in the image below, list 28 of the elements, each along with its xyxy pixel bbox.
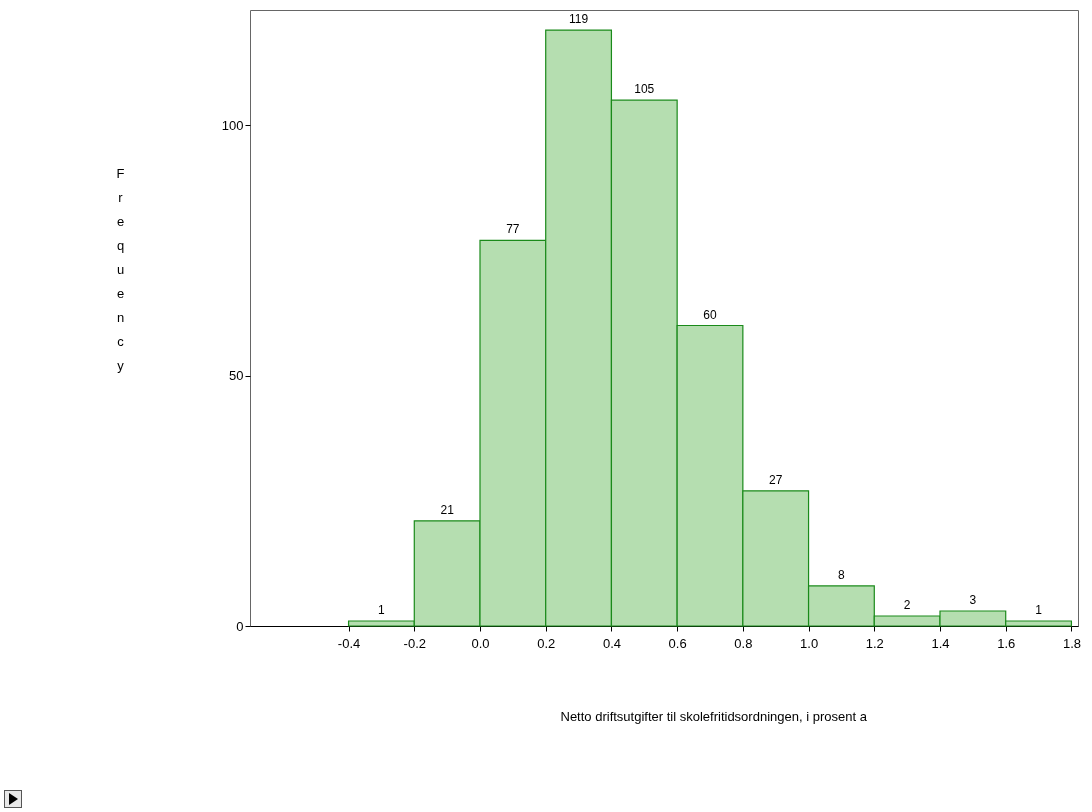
x-tick-label: 0.2 xyxy=(537,635,556,651)
x-tick-label: 1.2 xyxy=(865,635,884,651)
x-tick-label: -0.2 xyxy=(403,635,426,651)
data-label: 105 xyxy=(634,82,655,97)
data-label: 60 xyxy=(703,307,717,322)
x-tick-label: 0.4 xyxy=(602,635,621,651)
x-tick-label: 0.8 xyxy=(734,635,753,651)
x-tick-label: 0.0 xyxy=(471,635,490,651)
data-label: 27 xyxy=(769,472,783,487)
data-label: 8 xyxy=(838,567,846,582)
x-tick-label: 1.0 xyxy=(800,635,819,651)
data-label: 1 xyxy=(378,602,386,617)
data-label: 1 xyxy=(1035,602,1043,617)
y-tick-label: 0 xyxy=(236,618,244,634)
y-tick-label: 50 xyxy=(229,368,244,384)
x-tick-label: 1.4 xyxy=(931,635,950,651)
x-tick-label: -0.4 xyxy=(337,635,361,651)
x-tick-label: 0.6 xyxy=(668,635,687,651)
data-label: 77 xyxy=(506,222,520,237)
data-label: 2 xyxy=(903,597,911,612)
data-label: 119 xyxy=(569,12,589,27)
y-tick-label: 100 xyxy=(221,117,244,133)
x-tick-label: 1.8 xyxy=(1062,635,1081,651)
x-tick-label: 1.6 xyxy=(997,635,1016,651)
text: Frequency xyxy=(116,165,125,373)
data-label: 3 xyxy=(969,592,977,607)
data-label: 21 xyxy=(440,502,455,517)
x-axis-title: Netto driftsutgifter til skolefritidsordningen, i prosent a xyxy=(560,708,868,724)
